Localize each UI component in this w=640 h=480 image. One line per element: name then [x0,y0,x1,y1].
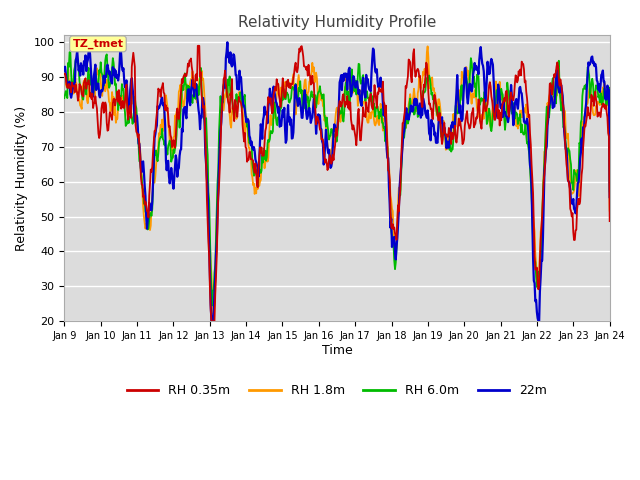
Y-axis label: Relativity Humidity (%): Relativity Humidity (%) [15,106,28,251]
RH 0.35m [207,318,215,324]
RH 0.35m [212,274,220,280]
RH 1.8m [182,86,189,92]
RH 6.0m [209,302,216,308]
22m [207,318,215,324]
Text: TZ_tmet: TZ_tmet [72,39,124,49]
RH 1.8m [424,44,431,49]
RH 0.35m [127,103,134,108]
22m [182,111,189,117]
RH 6.0m [127,108,135,114]
RH 0.35m [606,218,614,224]
22m [606,194,614,200]
RH 0.35m [60,71,68,77]
Title: Relativity Humidity Profile: Relativity Humidity Profile [238,15,436,30]
RH 0.35m [420,84,428,90]
22m [70,80,78,86]
22m [223,39,231,45]
Line: RH 1.8m: RH 1.8m [64,47,610,314]
RH 0.35m [405,57,413,62]
RH 6.0m [60,95,68,101]
RH 0.35m [194,43,202,48]
RH 6.0m [212,234,220,240]
22m [211,274,219,279]
22m [60,67,68,73]
RH 6.0m [71,64,79,70]
RH 6.0m [405,117,413,123]
RH 1.8m [127,100,134,106]
RH 6.0m [420,89,428,95]
RH 6.0m [182,84,190,90]
RH 1.8m [70,90,78,96]
22m [127,87,134,93]
RH 6.0m [66,49,74,55]
RH 6.0m [606,189,614,194]
RH 1.8m [211,278,219,284]
RH 1.8m [606,208,614,214]
22m [405,117,413,122]
Line: RH 0.35m: RH 0.35m [64,46,610,321]
Line: 22m: 22m [64,42,610,321]
RH 0.35m [70,84,78,90]
RH 1.8m [420,72,428,78]
X-axis label: Time: Time [322,344,353,357]
Legend: RH 0.35m, RH 1.8m, RH 6.0m, 22m: RH 0.35m, RH 1.8m, RH 6.0m, 22m [122,379,552,402]
RH 1.8m [60,85,68,91]
Line: RH 6.0m: RH 6.0m [64,52,610,305]
22m [420,102,428,108]
RH 1.8m [404,113,412,119]
RH 0.35m [182,73,189,79]
RH 1.8m [209,311,217,317]
